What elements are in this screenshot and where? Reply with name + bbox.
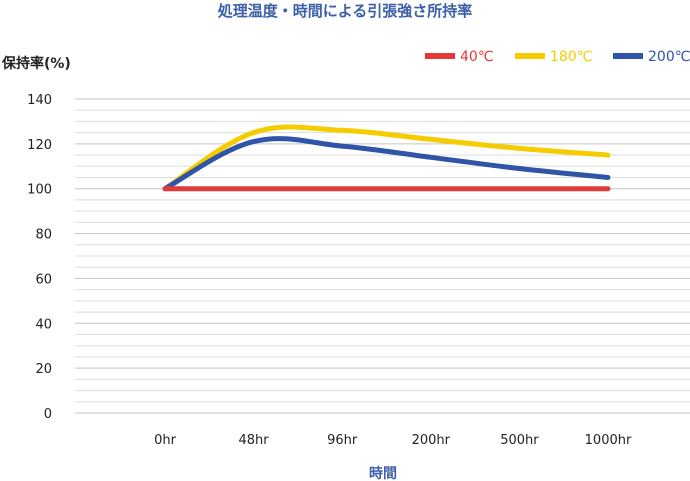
x-tick-label: 0hr [154, 433, 177, 448]
x-tick-label: 96hr [327, 433, 358, 448]
x-tick-label: 1000hr [585, 433, 632, 448]
y-tick-label: 100 [27, 183, 52, 198]
legend-label: 180℃ [550, 49, 592, 65]
x-tick-label: 200hr [412, 433, 451, 448]
y-tick-label: 140 [27, 93, 52, 108]
y-tick-label: 120 [27, 138, 52, 153]
x-axis-label: 時間 [369, 465, 397, 481]
y-tick-label: 0 [44, 407, 52, 422]
y-tick-label: 20 [35, 362, 52, 377]
x-axis-ticks: 0hr 48hr 96hr 200hr 500hr 1000hr [154, 433, 632, 448]
series-line-1 [162, 124, 611, 192]
x-tick-label: 500hr [500, 433, 539, 448]
chart-title: 処理温度・時間による引張強さ所持率 [217, 2, 473, 20]
y-tick-label: 60 [35, 272, 52, 287]
y-tick-label: 40 [35, 317, 52, 332]
grid-lines [75, 98, 690, 414]
series-line-2 [162, 136, 611, 192]
y-axis-label: 保持率(%) [1, 55, 71, 72]
legend-label: 40℃ [460, 49, 494, 65]
y-axis-ticks: 0 20 40 60 80 100 120 140 [27, 93, 52, 422]
series-lines [162, 124, 611, 192]
x-tick-label: 48hr [239, 433, 270, 448]
legend-label: 200℃ [648, 49, 690, 65]
y-tick-label: 80 [35, 228, 52, 243]
legend: 40℃ 180℃ 200℃ [425, 49, 690, 65]
